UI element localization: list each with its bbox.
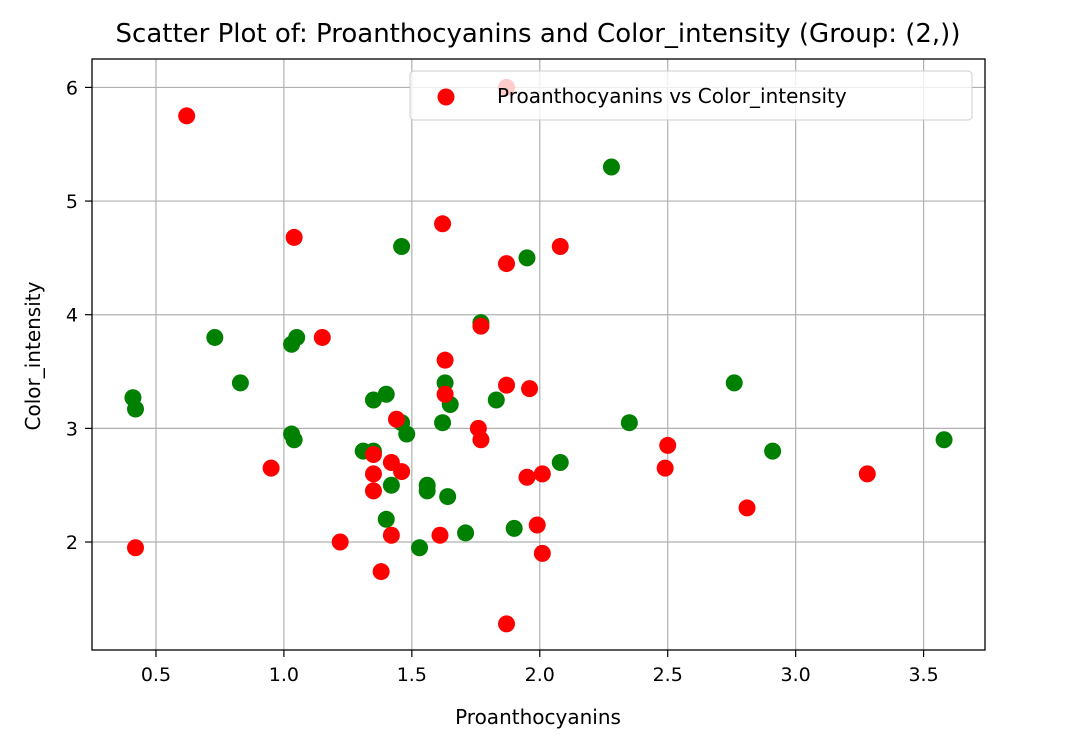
scatter-point bbox=[436, 385, 454, 403]
chart-title: Scatter Plot of: Proanthocyanins and Col… bbox=[116, 19, 961, 49]
scatter-point bbox=[725, 374, 743, 392]
x-tick-label: 3.5 bbox=[908, 664, 938, 686]
scatter-point bbox=[858, 465, 876, 483]
scatter-point bbox=[434, 414, 452, 432]
plot-area-frame bbox=[91, 58, 986, 651]
legend: Proanthocyanins vs Color_intensity bbox=[409, 70, 973, 121]
scatter-point bbox=[364, 446, 382, 464]
scatter-point bbox=[288, 328, 306, 346]
scatter-point bbox=[364, 391, 382, 409]
scatter-point bbox=[262, 459, 280, 477]
scatter-points bbox=[124, 78, 953, 633]
scatter-point bbox=[551, 453, 569, 471]
scatter-point bbox=[206, 328, 224, 346]
scatter-point bbox=[398, 425, 416, 443]
scatter-point bbox=[285, 228, 303, 246]
scatter-point bbox=[472, 317, 490, 335]
scatter-point bbox=[659, 436, 677, 454]
x-tick-label: 1.0 bbox=[269, 664, 299, 686]
scatter-point bbox=[487, 391, 505, 409]
scatter-point bbox=[382, 526, 400, 544]
x-tick-label: 2.5 bbox=[653, 664, 683, 686]
scatter-point bbox=[372, 563, 390, 581]
x-tick-label: 1.5 bbox=[397, 664, 427, 686]
x-axis-label: Proanthocyanins bbox=[455, 705, 621, 729]
scatter-point bbox=[472, 431, 490, 449]
scatter-point bbox=[364, 482, 382, 500]
scatter-point bbox=[498, 255, 516, 273]
scatter-point bbox=[431, 526, 449, 544]
scatter-point bbox=[393, 238, 411, 256]
scatter-point bbox=[418, 482, 436, 500]
y-tick-label: 4 bbox=[66, 305, 78, 327]
scatter-point bbox=[498, 615, 516, 633]
scatter-point bbox=[377, 385, 395, 403]
scatter-point bbox=[656, 459, 674, 477]
x-tick-label: 2.0 bbox=[525, 664, 555, 686]
y-tick-label: 5 bbox=[66, 191, 78, 213]
scatter-point bbox=[533, 544, 551, 562]
grid-lines bbox=[92, 59, 985, 650]
scatter-point bbox=[382, 476, 400, 494]
scatter-point bbox=[436, 351, 454, 369]
scatter-point bbox=[313, 328, 331, 346]
scatter-point bbox=[505, 519, 523, 537]
scatter-point bbox=[439, 488, 457, 506]
scatter-point bbox=[738, 499, 756, 517]
scatter-point bbox=[518, 249, 536, 267]
scatter-point bbox=[178, 107, 196, 125]
scatter-point bbox=[331, 533, 349, 551]
scatter-point bbox=[126, 400, 144, 418]
legend-box bbox=[409, 70, 973, 121]
legend-marker bbox=[437, 88, 455, 106]
scatter-point bbox=[387, 410, 405, 428]
x-tick-label: 0.5 bbox=[141, 664, 171, 686]
scatter-point bbox=[935, 431, 953, 449]
scatter-point bbox=[377, 510, 395, 528]
scatter-point bbox=[434, 215, 452, 233]
y-axis-label: Color_intensity bbox=[21, 281, 45, 430]
scatter-point bbox=[533, 465, 551, 483]
x-tick-label: 3.0 bbox=[781, 664, 811, 686]
scatter-point bbox=[602, 158, 620, 176]
y-tick-label: 2 bbox=[66, 532, 78, 554]
scatter-point bbox=[764, 442, 782, 460]
scatter-point bbox=[498, 376, 516, 394]
y-tick-label: 3 bbox=[66, 418, 78, 440]
scatter-point bbox=[393, 463, 411, 481]
scatter-point bbox=[285, 431, 303, 449]
scatter-point bbox=[551, 238, 569, 256]
scatter-point bbox=[231, 374, 249, 392]
scatter-point bbox=[528, 516, 546, 534]
scatter-point bbox=[521, 380, 539, 398]
y-tick-label: 6 bbox=[66, 77, 78, 99]
axis-ticks: 0.5 1.0 1.5 2.0 2.5 3.0 3.5 2 3 4 5 6 bbox=[66, 77, 939, 686]
scatter-point bbox=[518, 468, 536, 486]
scatter-point bbox=[620, 414, 638, 432]
scatter-point bbox=[364, 465, 382, 483]
scatter-point bbox=[411, 539, 429, 557]
scatter-point bbox=[126, 539, 144, 557]
legend-label: Proanthocyanins vs Color_intensity bbox=[497, 84, 847, 108]
scatter-point bbox=[457, 524, 475, 542]
